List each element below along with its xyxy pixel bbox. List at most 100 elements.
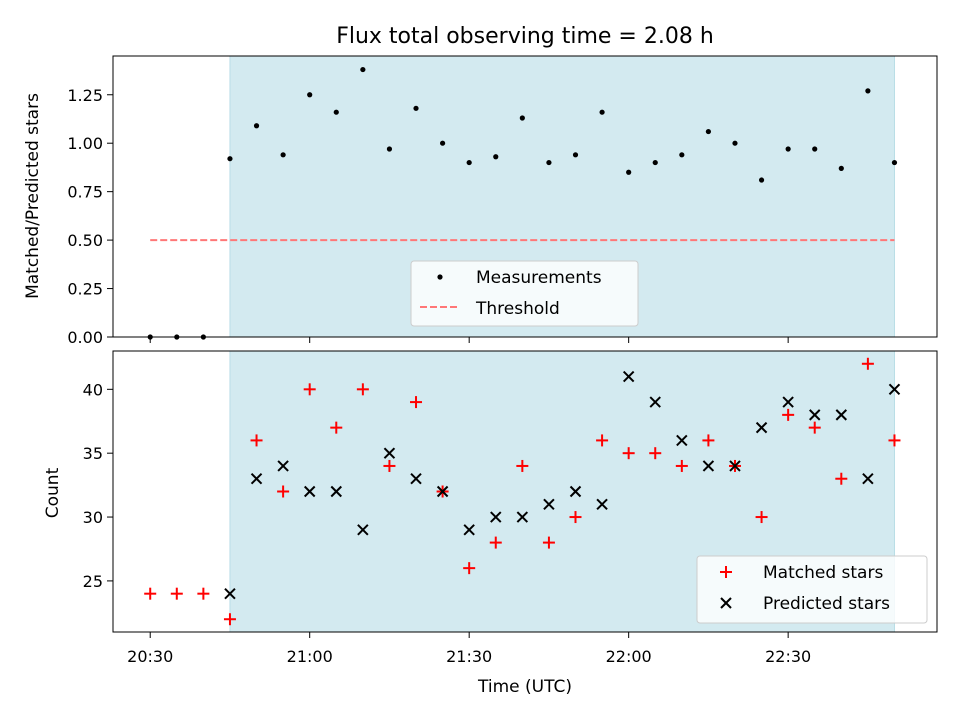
measurement-point: [732, 140, 738, 146]
top-legend-box: [410, 260, 639, 327]
measurement-point: [440, 140, 446, 146]
matched-star-point: [542, 536, 555, 549]
matched-star-point: [356, 383, 369, 396]
top-y-axis-label: Matched/Predicted stars: [23, 93, 43, 299]
legend-label-threshold: Threshold: [475, 299, 560, 319]
matched-stars-points: [144, 357, 901, 626]
predicted-star-point: [250, 473, 263, 485]
predicted-star-point: [649, 396, 661, 408]
y-tick-label: 1.00: [67, 134, 103, 153]
x-axis-label: Time (UTC): [477, 677, 572, 697]
measurement-point: [227, 156, 233, 162]
predicted-star-point: [436, 485, 449, 498]
matched-star-point: [410, 396, 423, 409]
measurement-point: [307, 92, 313, 98]
matched-star-point: [277, 485, 290, 498]
matched-star-point: [755, 511, 768, 524]
measurement-point: [785, 146, 791, 152]
measurement-point: [599, 109, 605, 115]
matched-star-point: [330, 421, 343, 434]
top-x-ticks: [149, 337, 789, 343]
top-legend: Measurements Threshold: [410, 260, 639, 327]
measurements-legend-marker: [437, 274, 443, 280]
y-tick-label: 0.50: [67, 231, 103, 250]
x-tick-label: 20:30: [127, 647, 173, 666]
predicted-star-point: [543, 498, 555, 510]
measurement-point: [546, 159, 552, 166]
predicted-star-point: [622, 370, 635, 383]
measurement-point: [758, 177, 765, 183]
measurement-point: [838, 165, 844, 171]
y-tick-label: 0.75: [67, 183, 103, 202]
matched-star-point: [888, 434, 901, 447]
bottom-x-ticks: 20:30 21:00 21:30 22:00 22:30: [127, 632, 811, 666]
bottom-y-axis-label: Count: [43, 467, 63, 518]
x-tick-label: 22:00: [606, 647, 652, 666]
chart-title: Flux total observing time = 2.08 h: [336, 24, 714, 49]
predicted-star-point: [490, 511, 502, 523]
matched-star-point: [675, 459, 688, 472]
predicted-star-point: [596, 498, 608, 510]
y-tick-label: 35: [83, 444, 103, 463]
predicted-star-point: [835, 409, 848, 421]
matched-star-point: [649, 447, 662, 460]
predicted-star-point: [357, 524, 369, 536]
y-tick-label: 0.25: [67, 280, 103, 299]
bottom-panel: 25 30 35 40 20:30 21:00 21:30 22:00 22:30 Count…: [43, 350, 938, 697]
measurement-point: [360, 66, 366, 73]
matched-star-point: [782, 408, 795, 421]
measurement-point: [386, 146, 393, 152]
matched-star-point: [596, 434, 609, 447]
predicted-legend-marker: [720, 597, 732, 609]
top-y-ticks: 0.00 0.25 0.50 0.75 1.00 1.25: [67, 86, 113, 347]
matched-star-point: [861, 357, 874, 370]
matched-star-point: [489, 536, 502, 549]
measurement-point: [891, 159, 898, 166]
measurement-point: [705, 128, 712, 135]
legend-label-predicted-stars: Predicted stars: [763, 594, 890, 614]
legend-label-measurements: Measurements: [476, 268, 602, 288]
matched-legend-marker: [720, 566, 732, 578]
y-tick-label: 25: [83, 572, 103, 591]
measurement-point: [280, 152, 286, 158]
predicted-star-point: [410, 473, 422, 485]
measurement-point: [865, 88, 871, 94]
x-tick-label: 22:30: [765, 647, 811, 666]
matched-star-point: [463, 562, 476, 575]
bottom-axes-frame: [112, 350, 938, 633]
measurement-point: [626, 169, 632, 175]
matched-star-point: [702, 434, 715, 447]
matched-star-point: [303, 383, 316, 396]
predicted-star-point: [782, 396, 794, 408]
matched-star-point: [569, 511, 582, 524]
matched-star-point: [223, 613, 236, 626]
top-panel: 0.00 0.25 0.50 0.75 1.00 1.25 Matched/Predict…: [23, 55, 938, 347]
matched-star-point: [835, 472, 848, 485]
measurement-point: [519, 115, 525, 121]
measurement-point: [253, 123, 260, 129]
measurement-point: [812, 146, 818, 152]
measurement-points: [147, 66, 898, 340]
measurement-point: [652, 159, 658, 166]
predicted-star-point: [676, 434, 688, 447]
predicted-star-point: [862, 473, 874, 485]
predicted-star-point: [277, 460, 289, 472]
x-tick-label: 21:30: [446, 647, 492, 666]
matched-star-point: [170, 587, 183, 600]
y-tick-label: 1.25: [67, 86, 103, 105]
matched-star-point: [516, 459, 529, 472]
bottom-legend-box: [696, 555, 928, 624]
measurement-point: [572, 152, 579, 158]
matched-star-point: [250, 434, 263, 447]
y-tick-label: 0.00: [67, 328, 103, 347]
predicted-stars-points: [224, 370, 901, 600]
predicted-star-point: [702, 460, 715, 472]
measurement-point: [333, 109, 339, 115]
bottom-legend: Matched stars Predicted stars: [696, 555, 928, 624]
predicted-star-point: [224, 587, 236, 600]
matched-star-point: [622, 447, 635, 460]
measurement-point: [679, 152, 685, 158]
matched-star-point: [144, 587, 157, 600]
bottom-y-ticks: 25 30 35 40: [83, 380, 113, 591]
